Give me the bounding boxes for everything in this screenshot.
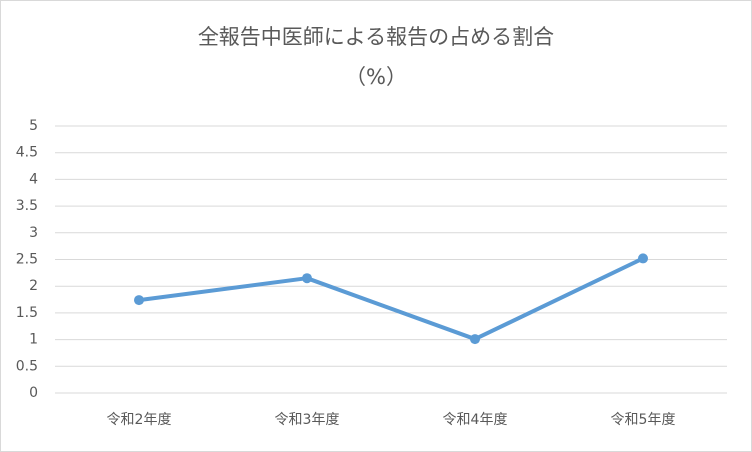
y-tick-label: 5	[29, 118, 38, 134]
y-tick-label: 3.5	[16, 198, 38, 214]
data-point	[470, 334, 480, 345]
y-tick-label: 0	[29, 385, 38, 401]
x-tick-label: 令和5年度	[611, 412, 676, 428]
y-tick-label: 1.5	[16, 305, 38, 321]
x-tick-label: 令和4年度	[443, 412, 508, 428]
y-tick-label: 4	[29, 171, 38, 187]
y-tick-label: 1	[29, 332, 38, 348]
chart-title: 全報告中医師による報告の占める割合	[198, 25, 554, 49]
data-line	[137, 256, 645, 342]
y-tick-label: 3	[29, 225, 38, 241]
y-tick-label: 0.5	[16, 358, 38, 374]
x-tick-label: 令和3年度	[275, 412, 340, 428]
y-tick-label: 4.5	[16, 145, 38, 161]
y-tick-label: 2.5	[16, 252, 38, 268]
data-point	[302, 273, 312, 284]
data-point	[638, 253, 648, 264]
x-tick-label: 令和2年度	[107, 412, 172, 428]
data-point	[134, 295, 144, 306]
y-tick-label: 2	[29, 278, 38, 294]
chart-subtitle: （%）	[345, 65, 407, 89]
